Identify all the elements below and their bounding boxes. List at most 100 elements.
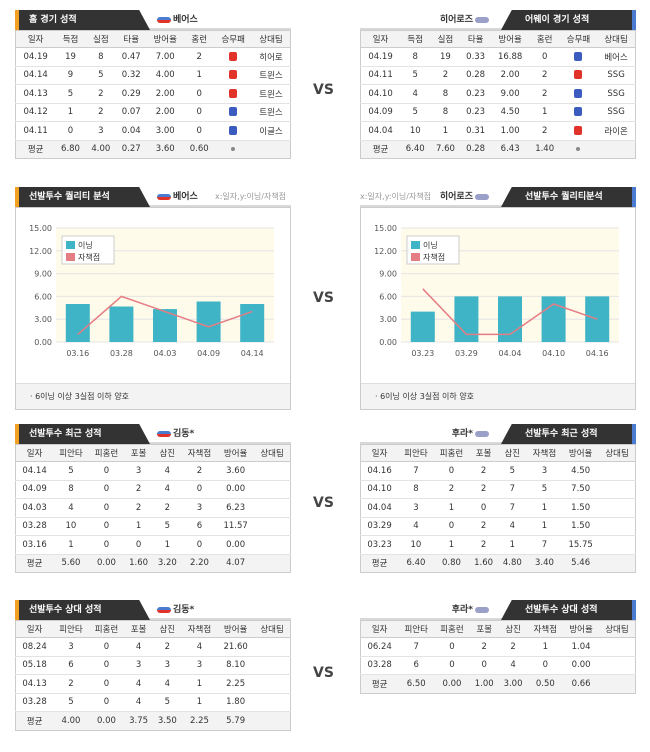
table-cell: 2 <box>469 637 499 657</box>
table-cell: 3.40 <box>526 554 563 573</box>
innings-bar <box>196 301 221 342</box>
table-cell: 04.09 <box>360 103 401 122</box>
table-cell: 3 <box>85 121 117 141</box>
table-cell: 0 <box>88 498 125 518</box>
table-cell: 04.10 <box>360 480 399 499</box>
axis-hint: x:일자,y:이닝/자책점 <box>215 192 287 201</box>
column-header: 일자 <box>15 620 54 638</box>
table-cell: 0 <box>433 517 470 536</box>
table-cell: 8 <box>400 47 431 67</box>
table-cell: 7 <box>497 480 527 499</box>
table-cell: 2.00 <box>146 103 185 122</box>
vs-label: VS <box>313 665 334 681</box>
table-cell: 2.00 <box>490 66 530 85</box>
table-cell <box>254 656 291 675</box>
table-cell: 10 <box>398 535 434 555</box>
y-tick-label: 15.00 <box>29 224 52 233</box>
column-header: 자책점 <box>181 620 218 638</box>
table-cell: 10 <box>53 517 89 536</box>
table-cell: 5.60 <box>53 554 89 573</box>
table-cell: 1 <box>181 693 218 712</box>
table-cell: 5 <box>53 693 89 712</box>
table-cell: 6.50 <box>398 674 435 693</box>
column-header: 포볼 <box>469 620 499 638</box>
result-cell <box>559 121 598 141</box>
table-cell: 8 <box>430 103 461 122</box>
table-cell <box>598 674 636 693</box>
win-icon <box>229 107 238 117</box>
table-cell: 2 <box>529 121 560 141</box>
table-row: 04.19 8 19 0.33 16.88 0 베어스 <box>360 47 636 67</box>
table-cell: 4 <box>400 84 431 104</box>
table-cell: 03.23 <box>360 535 399 555</box>
y-tick-label: 12.00 <box>29 247 52 256</box>
table-cell: 4.00 <box>85 140 117 159</box>
column-header: 삼진 <box>498 620 528 638</box>
column-header: 방어율 <box>217 444 255 462</box>
column-header: 피홈런 <box>88 620 125 638</box>
column-header: 일자 <box>15 30 56 48</box>
table-cell: 0 <box>88 656 125 675</box>
column-header: 상대팀 <box>599 444 636 462</box>
y-tick-label: 12.00 <box>374 247 397 256</box>
table-cell: 4 <box>152 674 182 694</box>
average-row: 평균 5.60 0.00 1.60 3.20 2.20 4.07 <box>15 554 291 573</box>
x-tick-label: 03.23 <box>411 349 434 358</box>
innings-bar <box>65 304 90 342</box>
table-cell: 6.80 <box>55 140 86 159</box>
innings-bar <box>498 296 522 342</box>
table-cell: 04.12 <box>15 103 56 122</box>
legend-swatch-earned-runs <box>66 253 75 261</box>
table-cell: 05.18 <box>15 656 54 675</box>
table-cell: 0.31 <box>460 121 491 141</box>
panel-title: 선발투수 퀄리티분석 <box>501 187 636 207</box>
table-cell: 1 <box>124 517 153 536</box>
table-cell: 04.04 <box>360 121 401 141</box>
table-cell: 8 <box>85 47 117 67</box>
result-cell <box>559 84 598 104</box>
table-cell: 0.60 <box>184 140 215 159</box>
table-cell: 2 <box>469 461 498 481</box>
table-cell <box>599 498 636 518</box>
y-tick-label: 9.00 <box>379 270 397 279</box>
table-cell: 평균 <box>360 554 399 573</box>
column-header: 삼진 <box>497 444 527 462</box>
vs-label: VS <box>313 290 334 306</box>
table-cell: 1 <box>181 674 218 694</box>
table-row: 06.24 7 0 2 2 1 1.04 <box>360 637 636 657</box>
column-header: 득점 <box>55 30 86 48</box>
table-cell: 04.03 <box>15 498 54 518</box>
table-cell: 0 <box>88 461 125 481</box>
table-cell: 4.07 <box>217 554 255 573</box>
result-cell <box>214 66 253 85</box>
table-cell: 7 <box>526 535 563 555</box>
table-cell: 6.40 <box>400 140 431 159</box>
table-cell: 4.00 <box>146 66 185 85</box>
table-cell: 8 <box>398 480 434 499</box>
column-header: 상대팀 <box>597 30 636 48</box>
table-cell: 4.00 <box>53 711 89 730</box>
team-logo-icon <box>157 16 171 23</box>
column-header: 상대팀 <box>598 620 636 638</box>
loss-icon <box>574 70 583 80</box>
table-header-row: 일자 피안타 피홈런 포볼 삼진 자책점 방어율 상대팀 <box>15 444 291 462</box>
panel-header: x:일자,y:이닝/자책점 히어로즈 선발투수 퀄리티분석 <box>360 187 636 207</box>
table-row: 04.09 8 0 2 4 0 0.00 <box>15 480 291 499</box>
column-header: 방어율 <box>490 30 530 48</box>
table-cell: 03.29 <box>360 517 399 536</box>
column-header: 홈런 <box>529 30 560 48</box>
table-cell: 3 <box>181 498 218 518</box>
table-cell: 03.16 <box>15 535 54 555</box>
column-header: 상대팀 <box>254 444 291 462</box>
table-cell: 04.19 <box>360 47 401 67</box>
table-cell: 2 <box>124 480 153 499</box>
table-row: 04.10 8 2 2 7 5 7.50 <box>360 480 636 499</box>
column-header: 실점 <box>85 30 117 48</box>
table-cell: 6.40 <box>398 554 434 573</box>
legend-label: 이닝 <box>423 240 438 250</box>
home-recent-panel: 홈 경기 성적 베어스 일자 득점 실점 타율 방어율 홈런 승무패 상대팀 04.19 19 8 0… <box>15 10 291 159</box>
table-cell: 03.28 <box>15 693 54 712</box>
innings-bar <box>410 311 435 342</box>
team-name: 히어로즈 <box>440 10 491 30</box>
table-cell: 0.32 <box>116 66 147 85</box>
